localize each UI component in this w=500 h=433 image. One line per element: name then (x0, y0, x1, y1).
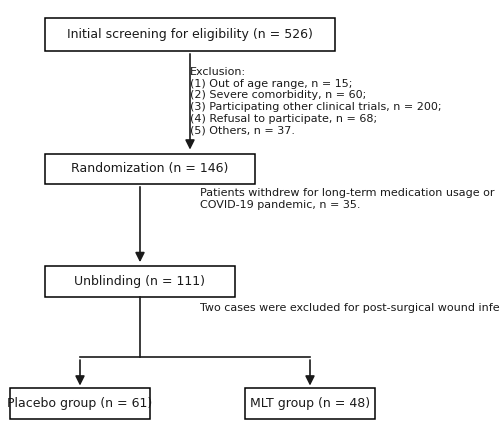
FancyBboxPatch shape (10, 388, 150, 419)
Text: Placebo group (n = 61): Placebo group (n = 61) (8, 397, 152, 410)
Text: Exclusion:
(1) Out of age range, n = 15;
(2) Severe comorbidity, n = 60;
(3) Par: Exclusion: (1) Out of age range, n = 15;… (190, 67, 442, 135)
Text: Randomization (n = 146): Randomization (n = 146) (72, 162, 229, 175)
FancyBboxPatch shape (45, 18, 335, 51)
FancyBboxPatch shape (45, 266, 235, 297)
FancyBboxPatch shape (45, 154, 255, 184)
Text: MLT group (n = 48): MLT group (n = 48) (250, 397, 370, 410)
Text: Unblinding (n = 111): Unblinding (n = 111) (74, 275, 206, 288)
FancyBboxPatch shape (245, 388, 375, 419)
Text: Patients withdrew for long-term medication usage or
COVID-19 pandemic, n = 35.: Patients withdrew for long-term medicati… (200, 188, 494, 210)
Text: Two cases were excluded for post-surgical wound infection.: Two cases were excluded for post-surgica… (200, 303, 500, 313)
Text: Initial screening for eligibility (n = 526): Initial screening for eligibility (n = 5… (67, 28, 313, 41)
